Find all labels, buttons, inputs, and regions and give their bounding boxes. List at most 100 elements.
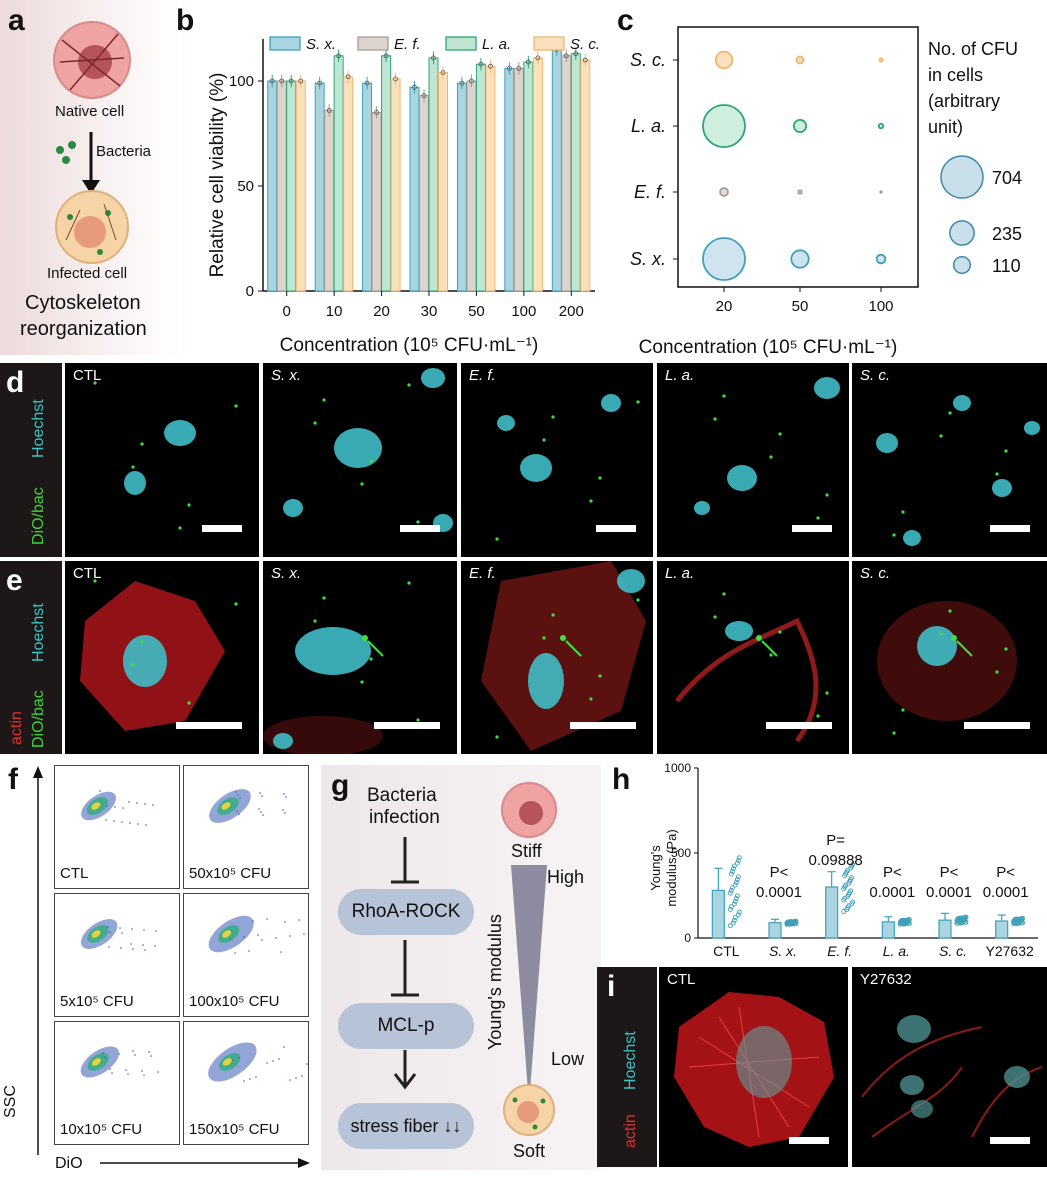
ctl-actin-cell-image <box>674 992 834 1147</box>
h-point <box>902 919 908 924</box>
h-pvalue-line: 0.0001 <box>983 884 1029 901</box>
scale-bar <box>176 722 242 729</box>
h-point <box>841 897 847 903</box>
h-point <box>842 873 848 879</box>
c-ytick-label: S. c. <box>630 50 666 70</box>
panel-label-e: e <box>6 564 23 597</box>
b-legend-swatch <box>269 36 301 51</box>
h-bar <box>938 919 952 939</box>
c-bubble <box>795 55 805 65</box>
b-xlabel: Concentration (10⁵ CFU·mL⁻¹) <box>280 335 539 356</box>
b-point <box>431 55 436 61</box>
h-pvalue-line: P= <box>826 832 845 849</box>
c-ytick-label: S. x. <box>630 249 666 269</box>
panel-label-i: i <box>607 970 616 1003</box>
h-xtick-label: Y27632 <box>986 943 1034 959</box>
b-bar <box>475 63 486 292</box>
h-xtick-label: L. a. <box>883 943 910 959</box>
h-point <box>789 919 795 925</box>
micrograph-i-ctl: CTL <box>659 967 848 1167</box>
panel-a-title-line2: reorganization <box>20 318 147 340</box>
panel-d-label-hoechst: Hoechst <box>30 399 47 458</box>
b-point <box>582 57 588 63</box>
h-point <box>728 904 734 910</box>
h-bar <box>825 886 839 939</box>
scale-bar <box>789 1137 829 1144</box>
h-pvalue-line: P< <box>770 864 789 881</box>
c-legend-title-line: No. of CFU <box>928 39 1018 59</box>
c-legend-bubble <box>949 220 975 246</box>
flow-plot: 5x10⁵ CFU <box>54 893 180 1017</box>
panel-f-xaxis-label: DiO <box>55 1155 83 1172</box>
micrograph-label: E. f. <box>469 565 496 582</box>
micrograph-label: S. x. <box>271 367 302 384</box>
flow-density-image <box>209 789 287 823</box>
down-arrow-icon <box>82 132 100 194</box>
label-i-ctl: CTL <box>667 971 696 988</box>
c-plot-frame <box>677 26 919 288</box>
micrograph-d-4: S. c. <box>852 363 1047 557</box>
c-bubble <box>875 253 887 265</box>
c-ytick-label: L. a. <box>631 116 666 136</box>
panel-label-d: d <box>6 366 25 399</box>
b-legend-label: L. a. <box>482 36 511 53</box>
c-bubble <box>879 190 883 194</box>
micrograph-label: L. a. <box>665 565 695 582</box>
b-point <box>525 59 531 65</box>
h-point <box>733 896 739 902</box>
flow-plot: 100x10⁵ CFU <box>183 893 309 1017</box>
h-point <box>736 855 742 861</box>
c-legend-title-line: in cells <box>928 65 983 85</box>
b-point <box>563 53 569 59</box>
scale-bar <box>570 722 636 729</box>
b-point <box>383 53 389 59</box>
b-point <box>393 76 398 82</box>
c-bubble <box>877 122 885 130</box>
flow-plot-label: 5x10⁵ CFU <box>60 993 134 1010</box>
b-bar <box>381 55 392 292</box>
h-point <box>735 858 741 863</box>
mcl-p-node: MCL-p <box>338 1003 474 1049</box>
h-ytick-label: 1000 <box>664 761 691 775</box>
h-point <box>734 877 740 882</box>
h-xtick-label: S. x. <box>769 943 797 959</box>
h-ytick-label: 500 <box>671 846 691 860</box>
h-point <box>732 898 738 904</box>
h-point <box>848 865 854 871</box>
flow-density-image <box>80 1046 159 1078</box>
panel-i-side-strip <box>597 967 657 1167</box>
b-bar <box>438 72 448 292</box>
b-bar <box>456 82 467 292</box>
panel-label-c: c <box>617 4 634 37</box>
y27632-cells-image <box>861 1015 1043 1138</box>
h-point <box>1016 918 1022 924</box>
panel-a-illustration <box>53 21 131 264</box>
b-point <box>516 66 522 71</box>
panel-i-label-actin: actin <box>622 1114 639 1148</box>
c-legend-title-line: unit) <box>928 117 963 137</box>
b-bar <box>485 65 496 292</box>
b-point <box>279 78 285 84</box>
scale-bar <box>596 525 636 532</box>
h-point <box>736 909 742 915</box>
h-bar <box>881 921 895 939</box>
panel-label-f: f <box>8 763 18 796</box>
h-point <box>959 917 965 923</box>
b-point <box>506 66 512 71</box>
infected-cell-icon <box>55 190 129 264</box>
panel-d-side-strip <box>0 363 62 557</box>
c-xtick-label: 50 <box>792 298 809 315</box>
h-pvalue-line: 0.0001 <box>926 884 972 901</box>
panel-f-yaxis-label: SSC <box>2 1085 19 1118</box>
micrograph-label: CTL <box>73 565 102 582</box>
micrograph-content <box>675 592 829 743</box>
g-bacteria-label: Bacteria <box>367 785 437 806</box>
micrograph-content <box>495 394 640 541</box>
b-bar <box>409 86 420 292</box>
c-bubble <box>797 189 803 195</box>
h-point <box>727 923 733 929</box>
flow-plot-label: CTL <box>60 865 89 882</box>
micrograph-label: E. f. <box>469 367 496 384</box>
h-pvalue-line: 0.0001 <box>869 884 915 901</box>
h-point <box>732 915 738 921</box>
